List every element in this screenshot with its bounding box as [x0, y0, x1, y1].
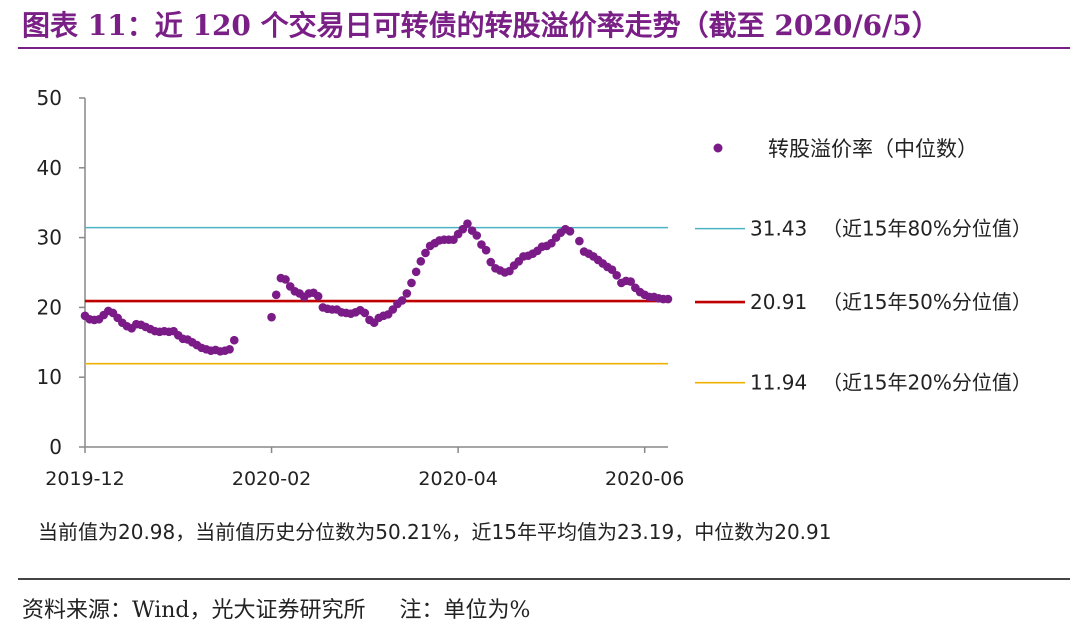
legend-marker	[713, 143, 723, 153]
x-tick-label: 2020-04	[418, 468, 497, 490]
data-point	[463, 219, 472, 228]
y-tick-label: 10	[37, 365, 62, 389]
bottom-rule	[18, 578, 1070, 580]
data-point	[411, 267, 421, 277]
data-point	[421, 248, 430, 258]
title-rule	[18, 47, 1070, 49]
x-tick-label: 2020-06	[605, 468, 684, 490]
data-point	[626, 277, 635, 286]
axes: 0 10 20 30 40 50 2019-12 2020-02 2020-04 2020-06	[37, 86, 685, 490]
data-point	[229, 335, 239, 345]
data-point	[481, 245, 491, 255]
data-points	[80, 219, 673, 356]
data-point	[486, 257, 496, 267]
y-tick-label: 50	[37, 86, 62, 110]
data-point	[360, 308, 370, 318]
data-point	[472, 231, 482, 240]
legend: 转股溢价率（中位数）	[713, 137, 978, 161]
data-point	[402, 289, 412, 298]
y-tick-label: 40	[37, 156, 62, 180]
data-point	[565, 227, 575, 236]
data-point	[416, 257, 426, 266]
legend-label: 转股溢价率（中位数）	[768, 137, 978, 161]
note-text: 注：单位为%	[399, 598, 531, 623]
y-tick-label: 0	[49, 435, 62, 459]
data-point	[575, 236, 584, 246]
data-point	[313, 291, 323, 301]
reference-lines: 31.43 （近15年80%分位值） 20.91 （近15年50%分位值） 11.94 （…	[85, 217, 1032, 395]
figure-title: 图表 11：近 120 个交易日可转债的转股溢价率走势（截至 2020/6/5）	[22, 9, 940, 42]
source-line: 资料来源：Wind，光大证券研究所 注：单位为%	[22, 592, 530, 624]
reference-desc-label: （近15年20%分位值）	[822, 371, 1032, 395]
data-point	[407, 278, 416, 288]
reference-value-label: 11.94	[750, 371, 807, 395]
source-text: 资料来源：Wind，光大证券研究所	[22, 598, 366, 623]
reference-value-label: 20.91	[750, 290, 807, 314]
summary-text: 当前值为20.98，当前值历史分位数为50.21%，近15年平均值为23.19，…	[38, 520, 832, 544]
reference-desc-label: （近15年50%分位值）	[822, 290, 1032, 314]
data-point	[225, 344, 234, 354]
data-point	[397, 296, 407, 305]
data-point	[267, 312, 276, 322]
reference-desc-label: （近15年80%分位值）	[822, 217, 1032, 241]
y-tick-label: 20	[37, 295, 62, 319]
x-tick-label: 2019-12	[45, 468, 124, 490]
data-point	[271, 290, 281, 300]
reference-value-label: 31.43	[750, 217, 807, 241]
data-point	[663, 294, 673, 304]
x-tick-label: 2020-02	[232, 468, 311, 490]
y-tick-label: 30	[37, 226, 62, 250]
data-point	[612, 270, 621, 280]
data-point	[281, 275, 290, 284]
